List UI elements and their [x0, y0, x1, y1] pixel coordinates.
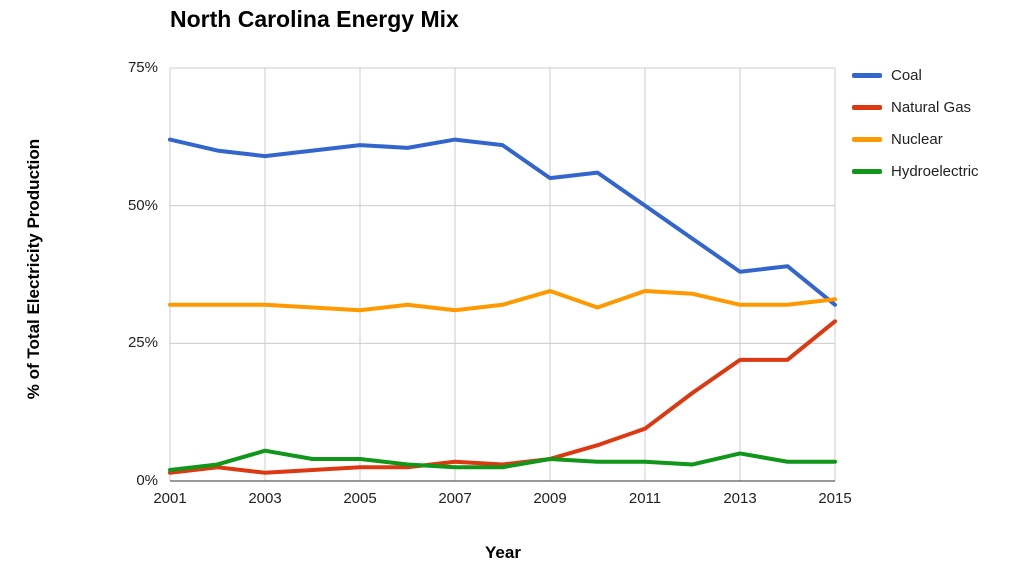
- legend-swatch-natural-gas: [852, 105, 882, 110]
- x-tick-label: 2005: [343, 490, 377, 507]
- series-line-natural-gas: [168, 319, 837, 475]
- series-line-nuclear: [168, 289, 837, 313]
- series-line-hydroelectric: [168, 448, 837, 472]
- legend-label: Coal: [891, 67, 922, 84]
- x-tick-label: 2011: [628, 490, 662, 507]
- legend-item-natural-gas: Natural Gas: [852, 98, 979, 117]
- x-tick-label: 2001: [153, 490, 187, 507]
- chart-title: North Carolina Energy Mix: [170, 6, 459, 32]
- x-tick-label: 2015: [818, 490, 852, 507]
- legend-item-coal: Coal: [852, 66, 979, 85]
- series-line-coal: [168, 137, 837, 307]
- legend-label: Nuclear: [891, 131, 943, 148]
- legend-label: Hydroelectric: [891, 163, 979, 180]
- y-tick-label: 25%: [127, 334, 158, 352]
- x-tick-label: 2007: [438, 490, 472, 507]
- legend-item-nuclear: Nuclear: [852, 130, 979, 149]
- y-tick-label: 75%: [127, 59, 158, 76]
- legend-swatch-nuclear: [852, 137, 882, 142]
- legend: Coal Natural Gas Nuclear Hydroelectric: [852, 66, 979, 194]
- legend-label: Natural Gas: [891, 99, 972, 116]
- x-axis-title: Year: [485, 543, 521, 562]
- legend-item-hydroelectric: Hydroelectric: [852, 162, 979, 181]
- x-tick-label: 2013: [723, 490, 757, 507]
- legend-swatch-coal: [852, 73, 882, 78]
- y-tick-label: 50%: [127, 196, 158, 214]
- x-tick-label: 2009: [533, 490, 567, 507]
- plot-area: [168, 67, 837, 482]
- x-tick-label: 2003: [248, 490, 282, 507]
- y-axis-title: % of Total Electricity Production: [24, 138, 43, 400]
- legend-swatch-hydroelectric: [852, 169, 882, 174]
- y-tick-label: 0%: [136, 472, 158, 489]
